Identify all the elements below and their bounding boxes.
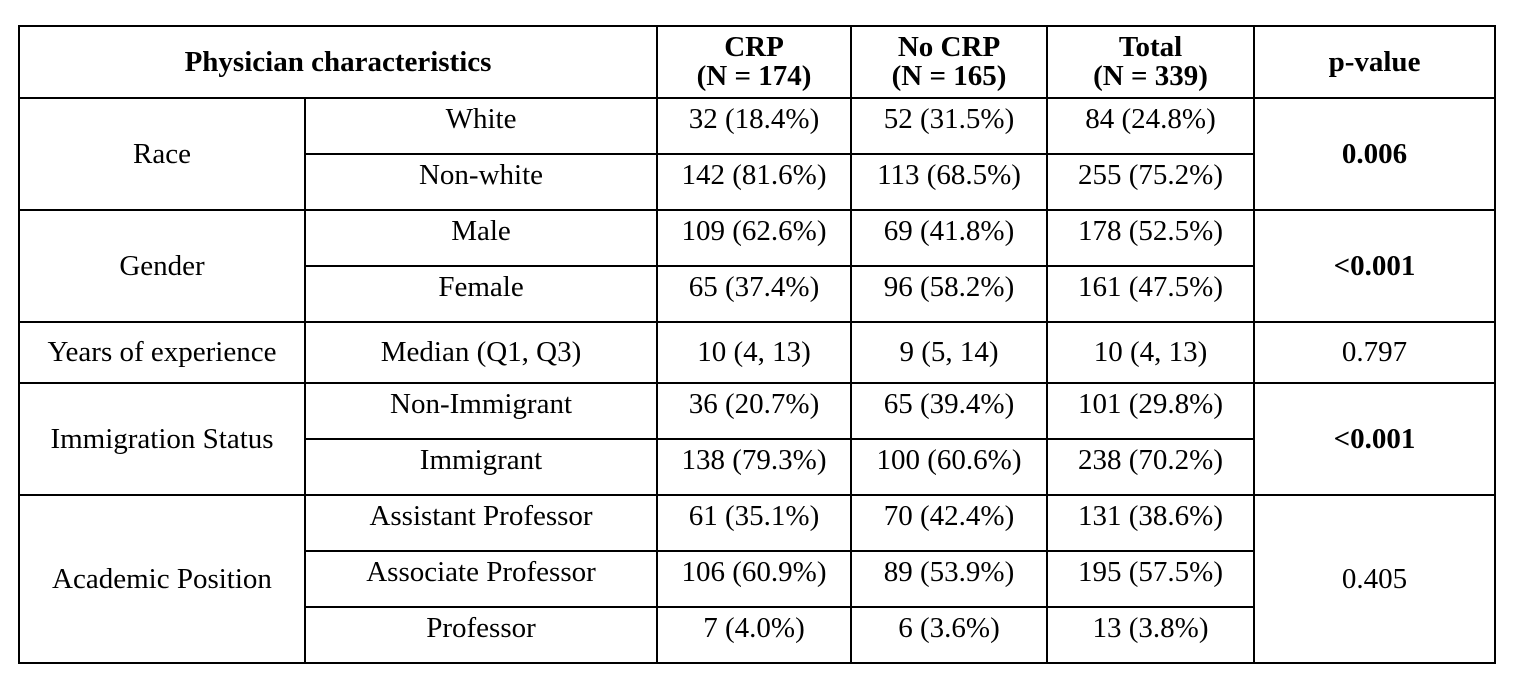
no-crp-cell: 65 (39.4%) [850,382,1049,440]
group-label: Academic Position [18,494,306,664]
no-crp-cell: 96 (58.2%) [850,265,1049,323]
group-label: Gender [18,209,306,323]
header-no-crp-title: No CRP [897,31,1001,63]
crp-cell: 142 (81.6%) [656,153,853,211]
group-label: Race [18,97,306,211]
table-row: Immigrant 138 (79.3%) 100 (60.6%) 238 (70.2… [19,438,1495,496]
total-cell: 195 (57.5%) [1046,550,1256,608]
total-cell: 238 (70.2%) [1046,438,1256,496]
subcategory-cell: Non-Immigrant [303,382,659,440]
table-row: Race White 32 (18.4%) 52 (31.5%) 84 (24.8%) 0… [18,97,1497,211]
no-crp-cell: 69 (41.8%) [850,209,1049,267]
subcategory-cell: Male [303,209,659,267]
no-crp-cell: 70 (42.4%) [850,494,1049,552]
p-value-cell: 0.006 [1253,97,1497,211]
p-value-cell: <0.001 [1253,382,1497,496]
header-total-n: (N = 339) [1093,60,1208,92]
crp-cell: 32 (18.4%) [656,97,853,155]
subcategory-cell: Assistant Professor [303,494,659,552]
subcategory-cell: Professor [303,606,659,664]
p-value-cell: 0.797 [1253,321,1497,384]
header-row: Physician characteristics CRP (N = 174) … [17,25,1497,99]
no-crp-cell: 9 (5, 14) [850,321,1049,384]
total-cell: 84 (24.8%) [1046,97,1256,155]
no-crp-cell: 89 (53.9%) [850,550,1049,608]
header-p-value: p-value [1253,25,1497,99]
characteristics-table: Physician characteristics CRP (N = 174) … [17,25,1497,664]
no-crp-cell: 6 (3.6%) [850,606,1049,664]
total-cell: 255 (75.2%) [1046,153,1256,211]
total-cell: 131 (38.6%) [1046,494,1256,552]
crp-cell: 7 (4.0%) [656,606,853,664]
subcategory-cell: Immigrant [303,438,659,496]
crp-cell: 61 (35.1%) [656,494,853,552]
header-crp: CRP (N = 174) [656,25,853,99]
crp-cell: 138 (79.3%) [656,438,853,496]
table-row: Professor 7 (4.0%) 6 (3.6%) 13 (3.8%) [19,606,1495,664]
table-row: Gender Male 109 (62.6%) 69 (41.8%) 178 (52.5… [18,209,1497,323]
header-no-crp: No CRP (N = 165) [850,25,1049,99]
total-cell: 101 (29.8%) [1046,382,1256,440]
table-body: Race White 32 (18.4%) 52 (31.5%) 84 (24.8%) 0… [18,97,1497,664]
crp-cell: 65 (37.4%) [656,265,853,323]
table-row: Academic Position Assistant Professor 61 (… [18,494,1497,664]
table-row: Immigration Status Non-Immigrant 36 (20.7%… [18,382,1497,496]
crp-cell: 10 (4, 13) [656,321,853,384]
total-cell: 178 (52.5%) [1046,209,1256,267]
subcategory-cell: White [303,97,659,155]
crp-cell: 109 (62.6%) [656,209,853,267]
no-crp-cell: 100 (60.6%) [850,438,1049,496]
header-crp-n: (N = 174) [696,60,812,92]
table-row: Years of experience Median (Q1, Q3) 10 (4,… [18,321,1497,384]
p-value-cell: 0.405 [1253,494,1497,664]
header-crp-title: CRP [724,31,784,63]
table-row: Female 65 (37.4%) 96 (58.2%) 161 (47.5%) [19,265,1495,323]
no-crp-cell: 113 (68.5%) [850,153,1049,211]
total-cell: 161 (47.5%) [1046,265,1256,323]
p-value-cell: <0.001 [1253,209,1497,323]
header-no-crp-n: (N = 165) [891,60,1007,92]
crp-cell: 36 (20.7%) [656,382,853,440]
header-total-title: Total [1118,31,1183,63]
subcategory-cell: Associate Professor [303,550,659,608]
subcategory-cell: Non-white [303,153,659,211]
total-cell: 13 (3.8%) [1046,606,1256,664]
subcategory-cell: Female [303,265,659,323]
total-cell: 10 (4, 13) [1046,321,1256,384]
no-crp-cell: 52 (31.5%) [850,97,1049,155]
table-row: Non-white 142 (81.6%) 113 (68.5%) 255 (75.2… [19,153,1495,211]
group-label: Immigration Status [18,382,306,496]
subcategory-cell: Median (Q1, Q3) [303,321,659,384]
header-characteristics: Physician characteristics [17,25,659,99]
group-label: Years of experience [18,321,306,384]
crp-cell: 106 (60.9%) [656,550,853,608]
table-row: Associate Professor 106 (60.9%) 89 (53.9%)… [19,550,1495,608]
header-total: Total (N = 339) [1046,25,1256,99]
